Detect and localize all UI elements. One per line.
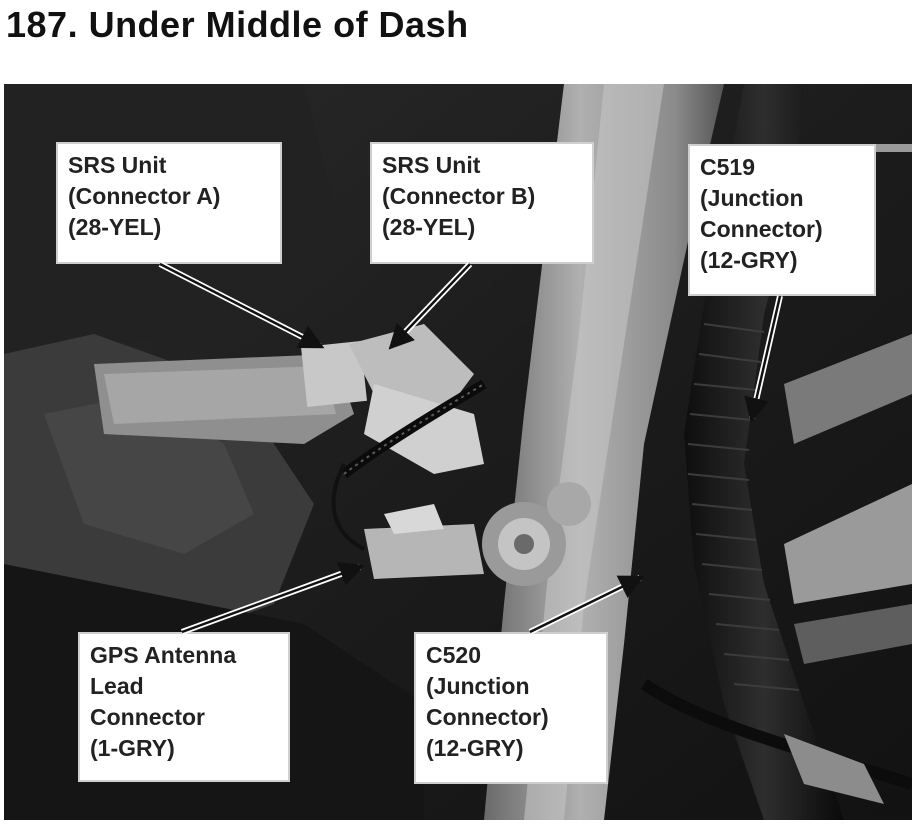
callout-c520: C520 (Junction Connector) (12-GRY) <box>414 632 608 784</box>
callout-srs-connector-a: SRS Unit (Connector A) (28-YEL) <box>56 142 282 264</box>
callout-srs-connector-b: SRS Unit (Connector B) (28-YEL) <box>370 142 594 264</box>
callout-line: Connector) <box>426 704 549 730</box>
callout-line: (28-YEL) <box>382 214 476 240</box>
callout-line: (Connector B) <box>382 183 536 209</box>
callout-line: (Connector A) <box>68 183 221 209</box>
callout-line: (12-GRY) <box>426 735 524 761</box>
callout-line: (Junction <box>426 673 530 699</box>
page-title: 187. Under Middle of Dash <box>6 4 469 45</box>
callout-line: SRS Unit <box>382 152 481 178</box>
callout-line: (1-GRY) <box>90 735 175 761</box>
callout-line: SRS Unit <box>68 152 167 178</box>
callout-line: C520 <box>426 642 481 668</box>
callout-line: GPS Antenna <box>90 642 237 668</box>
callout-gps-antenna-lead-connector: GPS Antenna Lead Connector (1-GRY) <box>78 632 290 782</box>
callout-line: Connector <box>90 704 205 730</box>
callout-line: (28-YEL) <box>68 214 162 240</box>
callout-line: (12-GRY) <box>700 247 798 273</box>
callout-line: Connector) <box>700 216 823 242</box>
callout-line: (Junction <box>700 185 804 211</box>
callout-line: Lead <box>90 673 144 699</box>
callout-line: C519 <box>700 154 755 180</box>
callout-c519: C519 (Junction Connector) (12-GRY) <box>688 144 876 296</box>
